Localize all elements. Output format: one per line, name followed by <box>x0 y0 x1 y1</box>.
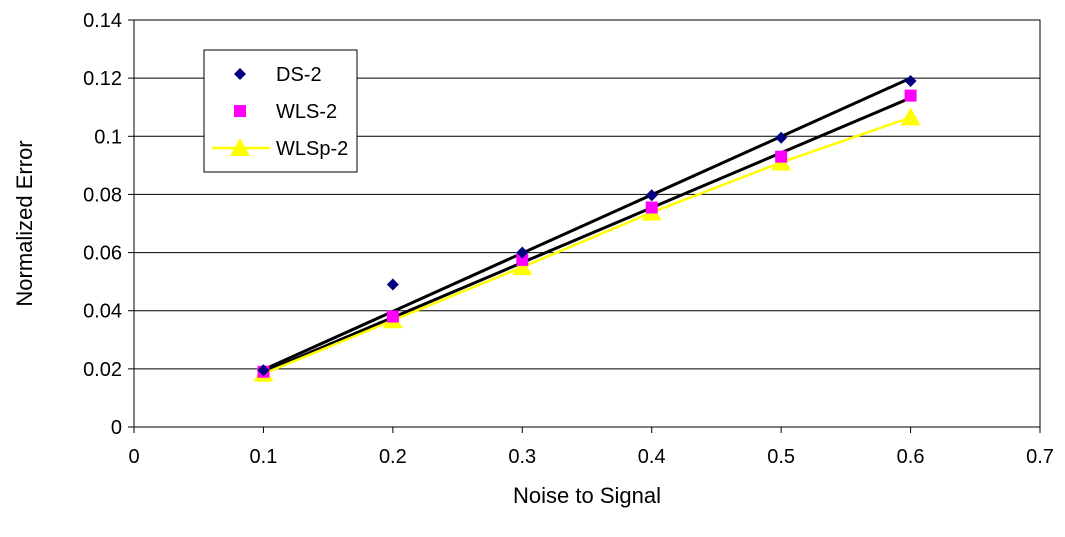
data-point <box>257 364 270 377</box>
series-ds-2 <box>257 75 917 377</box>
data-point <box>775 150 788 163</box>
y-axis-label: Normalized Error <box>12 140 37 306</box>
y-tick-label: 0.08 <box>83 184 122 206</box>
trendline <box>262 76 912 372</box>
legend-item-ds-2: DS-2 <box>234 64 322 86</box>
y-tick-label: 0.04 <box>83 301 122 323</box>
data-point <box>512 257 533 276</box>
y-tick-label: 0.1 <box>94 126 122 148</box>
legend-marker <box>234 68 246 80</box>
data-point <box>386 278 399 291</box>
trendlines <box>262 76 912 374</box>
x-tick-label: 0.4 <box>638 446 666 468</box>
x-tick-label: 0.7 <box>1026 446 1054 468</box>
series-group <box>253 75 921 382</box>
legend-marker <box>234 105 246 117</box>
legend-marker <box>230 138 250 156</box>
y-tick-label: 0.12 <box>83 68 122 90</box>
axes <box>128 19 1041 433</box>
y-tick-label: 0 <box>111 417 122 439</box>
y-tick-label: 0.02 <box>83 359 122 381</box>
x-tick-label: 0.1 <box>250 446 278 468</box>
x-tick-labels: 0 0.1 0.2 0.3 0.4 0.5 0.6 0.7 <box>128 446 1053 468</box>
x-tick-label: 0.3 <box>508 446 536 468</box>
y-tick-labels: 0 0.02 0.04 0.06 0.08 0.1 0.12 0.14 <box>83 10 122 439</box>
data-point <box>775 131 788 144</box>
x-tick-label: 0 <box>128 446 139 468</box>
data-point <box>386 310 399 323</box>
legend-item-wls-2: WLS-2 <box>234 101 337 123</box>
data-point <box>516 253 529 266</box>
legend-label: WLSp-2 <box>276 138 348 160</box>
x-tick-label: 0.6 <box>897 446 925 468</box>
x-tick-label: 0.5 <box>767 446 795 468</box>
data-point <box>900 107 921 126</box>
y-tick-label: 0.06 <box>83 243 122 265</box>
data-point <box>645 201 658 214</box>
plot-area <box>133 19 1041 428</box>
data-point <box>645 189 658 202</box>
legend-label: WLS-2 <box>276 101 337 123</box>
legend-item-wlsp-2: WLSp-2 <box>212 138 348 160</box>
legend-box <box>203 49 358 173</box>
data-point <box>904 75 917 88</box>
legend: DS-2 WLS-2 WLSp-2 <box>203 49 358 173</box>
legend-label: DS-2 <box>276 64 322 86</box>
y-tick-label: 0.14 <box>83 10 122 32</box>
x-tick-label: 0.2 <box>379 446 407 468</box>
data-point <box>904 89 917 102</box>
x-axis-label: Noise to Signal <box>513 483 661 508</box>
trendline <box>262 96 912 374</box>
data-point <box>516 246 529 259</box>
series-line-wlsp-2 <box>262 116 911 375</box>
